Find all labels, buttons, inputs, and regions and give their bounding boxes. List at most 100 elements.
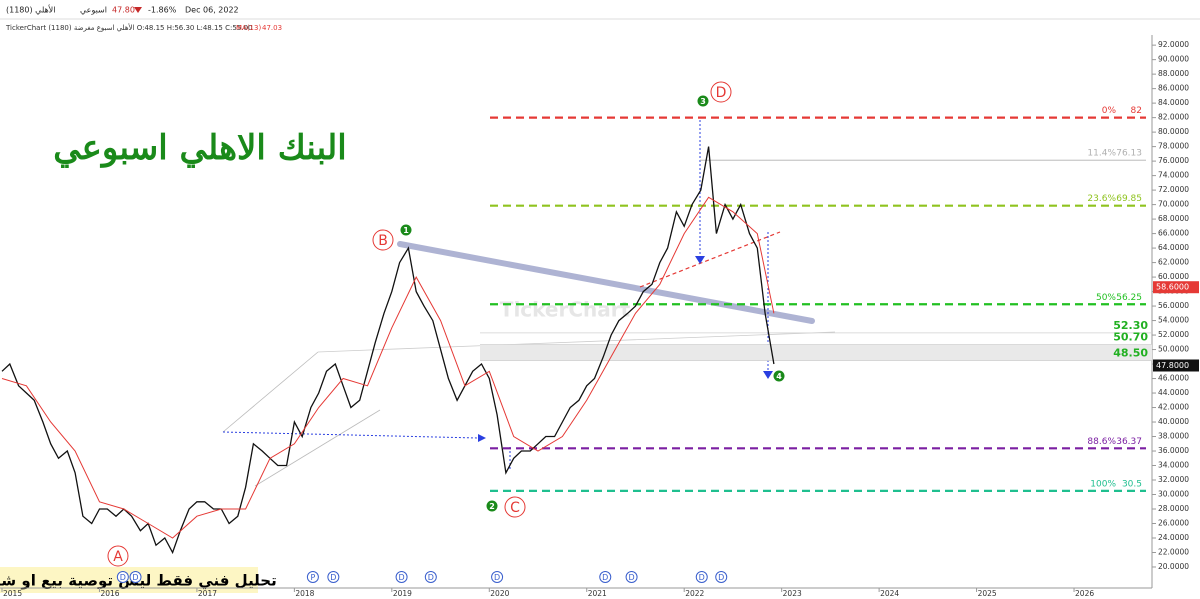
wave-count: 2	[489, 502, 495, 511]
channel-line	[254, 409, 381, 487]
event-label: D	[628, 573, 634, 582]
event-label: D	[398, 573, 404, 582]
y-tick-label: 36.0000	[1158, 446, 1189, 455]
event-label: D	[718, 573, 724, 582]
chart-title: البنك الاهلي اسبوعي	[53, 128, 346, 168]
fib-value: 30.5	[1122, 479, 1142, 489]
y-tick-label: 28.0000	[1158, 504, 1189, 513]
y-tick-label: 90.0000	[1158, 55, 1189, 64]
change: -1.86%	[148, 6, 177, 15]
y-tick-label: 68.0000	[1158, 214, 1189, 223]
y-tick-label: 44.0000	[1158, 388, 1189, 397]
wave-count: 1	[403, 226, 409, 235]
wave-count: 4	[776, 372, 782, 381]
fib-value: 82	[1131, 106, 1142, 116]
x-tick-label: 2019	[393, 589, 412, 598]
support-label: 48.50	[1113, 346, 1148, 359]
wave-letter: C	[510, 500, 520, 516]
trend-line	[397, 241, 815, 324]
y-tick-label: 42.0000	[1158, 403, 1189, 412]
last-price: 47.80	[112, 6, 135, 15]
wave-count-circle	[697, 95, 709, 107]
fib-name: 50%	[1096, 293, 1116, 303]
ma-line	[1, 196, 775, 539]
symbol: الأهلي (1180)	[6, 5, 55, 15]
wave-count-circle	[400, 224, 412, 236]
channel-line	[222, 351, 319, 433]
y-tick-label: 56.0000	[1158, 301, 1189, 310]
y-tick-label: 86.0000	[1158, 84, 1189, 93]
y-tick-label: 60.0000	[1158, 272, 1189, 281]
fib-value: 76.13	[1116, 149, 1142, 159]
down-arrow	[134, 7, 142, 13]
y-tick-label: 46.0000	[1158, 374, 1189, 383]
axis-panel	[1152, 35, 1200, 595]
x-tick-label: 2015	[3, 589, 22, 598]
info: TickerChart الأهلي اسبوع مغرضة (1180) O:…	[5, 23, 252, 32]
event-label: D	[428, 573, 434, 582]
event-label: D	[699, 573, 705, 582]
y-tick-label: 82.0000	[1158, 113, 1189, 122]
price-tag-label: 47.8000	[1156, 361, 1189, 370]
y-tick-label: 22.0000	[1158, 547, 1189, 556]
y-tick-label: 40.0000	[1158, 417, 1189, 426]
event-marker	[395, 571, 408, 583]
annotation-box	[0, 567, 258, 593]
x-tick-label: 2020	[490, 589, 509, 598]
wave-letter: B	[378, 233, 388, 249]
event-marker	[129, 571, 142, 583]
x-tick-label: 2017	[198, 589, 217, 598]
x-tick-label: 2016	[100, 589, 119, 598]
y-tick-label: 78.0000	[1158, 142, 1189, 151]
y-tick-label: 84.0000	[1158, 98, 1189, 107]
arrow-head	[763, 371, 773, 379]
fib-value: 36.37	[1116, 437, 1142, 447]
drawings	[222, 120, 836, 487]
event-marker	[327, 571, 340, 583]
x-tick-label: 2023	[783, 589, 802, 598]
wave-letter-circle	[710, 81, 732, 103]
event-marker	[599, 571, 612, 583]
wave-count-circle	[486, 500, 498, 512]
event-marker	[306, 571, 319, 583]
arrow-head	[695, 256, 705, 264]
y-tick-label: 24.0000	[1158, 533, 1189, 542]
fib-name: 88.6%	[1087, 437, 1116, 447]
price-tag	[1153, 359, 1199, 372]
event-label: D	[330, 573, 336, 582]
date: Dec 06, 2022	[185, 6, 239, 15]
event-marker	[695, 571, 708, 583]
x-tick-label: 2025	[978, 589, 997, 598]
support-label: 50.70	[1113, 330, 1148, 343]
support-label: 52.30	[1113, 319, 1148, 332]
event-marker	[625, 571, 638, 583]
y-tick-label: 52.0000	[1158, 330, 1189, 339]
y-tick-label: 74.0000	[1158, 171, 1189, 180]
ma-value: 47.03	[262, 24, 282, 32]
y-tick-label: 32.0000	[1158, 475, 1189, 484]
y-tick-label: 50.0000	[1158, 345, 1189, 354]
watermark: TickerChart	[500, 298, 631, 322]
x-tick-label: 2022	[685, 589, 704, 598]
y-tick-label: 64.0000	[1158, 243, 1189, 252]
x-tick-label: 2021	[588, 589, 607, 598]
price-tag-label: 58.6000	[1156, 283, 1189, 292]
price-line	[1, 146, 775, 555]
y-tick-label: 66.0000	[1158, 229, 1189, 238]
y-tick-label: 30.0000	[1158, 490, 1189, 499]
fib-value: 56.25	[1116, 293, 1142, 303]
event-marker	[715, 571, 728, 583]
y-tick-label: 20.0000	[1158, 562, 1189, 571]
y-tick-label: 26.0000	[1158, 518, 1189, 527]
event-marker	[424, 571, 437, 583]
event-marker	[491, 571, 504, 583]
wave-letter: D	[716, 85, 727, 101]
y-tick-label: 80.0000	[1158, 127, 1189, 136]
fib-name: 0%	[1102, 106, 1117, 116]
wave-count: 3	[700, 97, 706, 106]
wave-letter-circle	[372, 229, 394, 251]
x-tick-label: 2026	[1075, 589, 1094, 598]
fib-name: 23.6%	[1087, 194, 1116, 204]
x-tick-label: 2024	[880, 589, 899, 598]
y-tick-label: 92.0000	[1158, 40, 1189, 49]
